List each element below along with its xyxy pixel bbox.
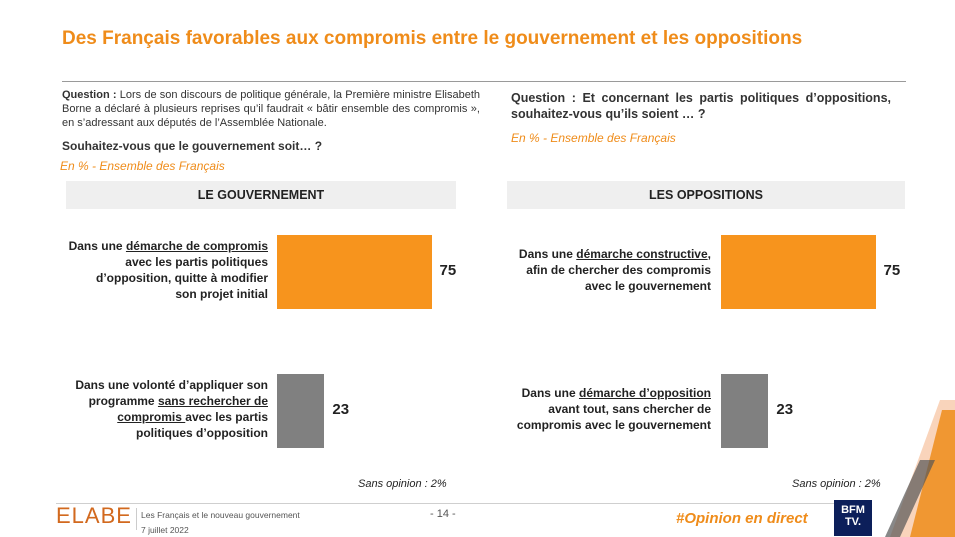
bar-gouvernement-compromis — [277, 235, 432, 309]
question-left-label: Question : — [62, 89, 117, 101]
bfmtv-logo: BFM TV. — [834, 500, 872, 536]
bar-gouvernement-sans-compromis — [277, 374, 325, 448]
category-label-opp-1: Dans une démarche constructive, afin de … — [518, 247, 711, 293]
footer-divider — [56, 503, 868, 504]
data-label-gouvernement-compromis: 75 — [439, 262, 457, 279]
data-label-oppositions-opposition: 23 — [776, 401, 794, 418]
category-label-gov-1: Dans une démarche de compromis avec les … — [68, 239, 268, 301]
data-label-oppositions-constructive: 75 — [883, 262, 901, 279]
question-right-label: Question : — [511, 91, 576, 105]
data-label-gouvernement-sans-compromis: 23 — [332, 401, 350, 418]
footer-separator — [136, 508, 137, 530]
footnote-sans-opinion-right: Sans opinion : 2% — [792, 478, 881, 490]
question-left-sub: Souhaitez-vous que le gouvernement soit…… — [62, 139, 323, 153]
question-right-text: Et concernant les partis politiques d’op… — [511, 91, 891, 121]
panel-header-gouvernement: LE GOUVERNEMENT — [66, 181, 456, 209]
page-number: - 14 - — [430, 508, 456, 520]
category-label-opp-2: Dans une démarche d’opposition avant tou… — [516, 386, 711, 432]
panel-header-oppositions: LES OPPOSITIONS — [507, 181, 905, 209]
page-title: Des Français favorables aux compromis en… — [62, 28, 803, 49]
footnote-sans-opinion-left: Sans opinion : 2% — [358, 478, 447, 490]
footer-study-title: Les Français et le nouveau gouvernement — [141, 510, 300, 520]
category-label-gov-2: Dans une volonté d’appliquer son program… — [75, 378, 268, 440]
bar-oppositions-constructive — [721, 235, 876, 309]
question-left-note: En % - Ensemble des Français — [60, 159, 225, 173]
footer-study-info: Les Français et le nouveau gouvernement … — [141, 508, 300, 537]
decorative-a-shape-icon — [885, 400, 955, 537]
hashtag-opinion: #Opinion en direct — [676, 510, 808, 527]
question-left-text: Lors de son discours de politique généra… — [62, 89, 481, 129]
bar-oppositions-opposition — [721, 374, 769, 448]
question-right: Question : Et concernant les partis poli… — [511, 90, 891, 122]
elabe-logo: ELABE — [56, 503, 132, 528]
question-right-note: En % - Ensemble des Français — [511, 131, 676, 145]
footer-study-date: 7 juillet 2022 — [141, 525, 189, 535]
title-divider — [62, 81, 906, 82]
question-left: Question : Lors de son discours de polit… — [62, 88, 480, 130]
